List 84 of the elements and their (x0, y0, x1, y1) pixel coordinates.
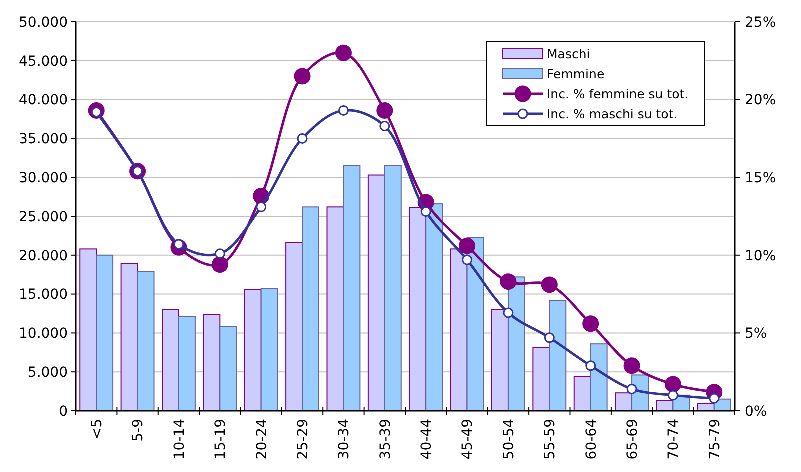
x-tick-label: 25-29 (295, 419, 312, 460)
point (624, 358, 640, 374)
point (420, 206, 432, 218)
bar (426, 204, 444, 412)
y2-tick-label: 10% (745, 248, 776, 264)
y2-tick-label: 20% (745, 92, 776, 109)
legend-label: Inc. % femmine su tot. (547, 86, 689, 102)
point (541, 276, 558, 294)
point (503, 308, 514, 318)
x-tick-label: 15-19 (213, 419, 230, 460)
bar (549, 300, 567, 412)
bar (120, 263, 138, 412)
x-tick-label: 65-69 (624, 419, 641, 460)
y-tick-label: 25.000 (19, 209, 68, 226)
bar (80, 248, 98, 412)
bar (162, 309, 180, 412)
x-tick-label: 35-39 (378, 419, 394, 460)
point (256, 202, 267, 212)
point (500, 274, 517, 290)
bar (590, 344, 608, 412)
point (626, 384, 638, 394)
y2-tick-label: 0% (745, 404, 768, 420)
bar (96, 254, 114, 412)
y-tick-label: 20.000 (19, 248, 68, 264)
y2-tick-label: 25% (745, 14, 776, 31)
y-tick-label: 35.000 (19, 132, 68, 148)
legend-label: Inc. % maschi su tot. (547, 106, 678, 122)
bar (286, 242, 304, 412)
x-tick-label: 5-9 (130, 419, 147, 442)
bar (574, 376, 592, 412)
point (664, 376, 682, 393)
y2-tick-label: 15% (745, 170, 776, 186)
x-tick-label: 40-44 (418, 418, 435, 460)
x-tick-label: 55-59 (542, 419, 559, 460)
legend-label: Maschi (547, 46, 590, 62)
x-tick-label: 70-74 (666, 418, 682, 460)
point (335, 44, 352, 62)
bar (532, 347, 550, 412)
y-tick-label: 45.000 (19, 54, 68, 70)
point (294, 68, 311, 85)
x-tick-label: 45-49 (460, 419, 476, 460)
bar (368, 174, 386, 412)
x-tick-label: 20-24 (254, 418, 270, 460)
y-tick-label: 0 (59, 404, 68, 420)
bar (244, 289, 262, 412)
bar (326, 206, 344, 412)
bar (343, 165, 361, 412)
y-tick-label: 50.000 (19, 14, 68, 31)
bar (384, 165, 402, 412)
bar (302, 206, 320, 412)
x-tick-label: 30-34 (336, 418, 353, 460)
y-tick-label: 5.000 (28, 365, 68, 381)
y-tick-label: 40.000 (19, 92, 68, 109)
bar (260, 288, 278, 412)
point (214, 248, 226, 260)
point (297, 133, 308, 144)
bar (466, 237, 484, 412)
bar (491, 309, 509, 412)
point (462, 254, 473, 266)
legend-label: Femmine (547, 66, 605, 82)
point (709, 393, 720, 404)
point (668, 390, 678, 401)
x-tick-label: 75-79 (707, 419, 724, 460)
point (459, 238, 476, 254)
point (376, 102, 394, 119)
x-tick-label: 60-64 (584, 418, 600, 460)
bar (508, 276, 526, 412)
bar (178, 316, 196, 412)
x-tick-label: <5 (89, 419, 106, 440)
point (380, 121, 390, 132)
y-tick-label: 30.000 (19, 170, 68, 186)
point (338, 105, 349, 116)
x-tick-label: 10-14 (172, 418, 188, 460)
bar (203, 314, 221, 412)
y-tick-label: 15.000 (19, 287, 68, 304)
point (582, 316, 600, 332)
bar (137, 271, 155, 412)
point (586, 360, 596, 372)
point (544, 332, 555, 344)
bar (220, 326, 238, 412)
y2-tick-label: 5% (745, 326, 768, 342)
point (212, 256, 228, 273)
y-tick-label: 10.000 (19, 326, 68, 342)
x-tick-label: 50-54 (501, 418, 518, 460)
